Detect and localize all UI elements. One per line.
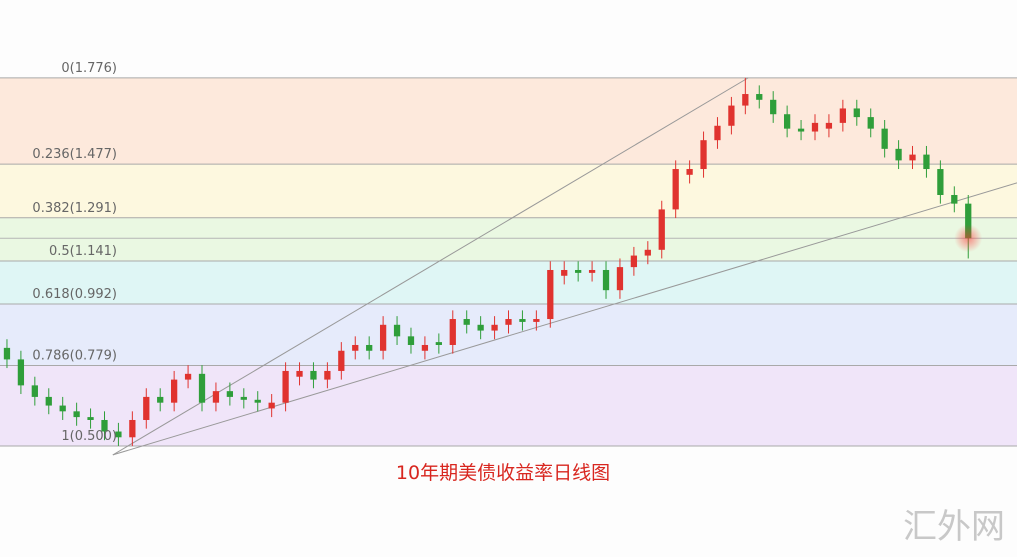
candle-body <box>700 140 707 170</box>
candle-body <box>519 319 526 322</box>
candle-body <box>965 203 972 239</box>
candle-body <box>226 391 234 397</box>
candle-body <box>783 114 791 129</box>
y-tick-label: 0.5(1.141) <box>49 244 117 259</box>
candle-body <box>115 431 122 438</box>
candles <box>3 77 983 446</box>
candle-body <box>811 122 819 132</box>
chart-title: 10年期美债收益率日线图 <box>396 462 610 484</box>
fib-lines <box>0 77 1017 447</box>
candle-body <box>129 419 136 438</box>
candle-body <box>352 344 359 351</box>
y-tick-label: 0(1.776) <box>61 61 117 76</box>
candle-body <box>770 99 777 115</box>
candle-body <box>505 319 512 325</box>
candle-body <box>923 154 930 170</box>
candle-body <box>87 417 94 420</box>
candle-body <box>588 269 596 273</box>
candle-body <box>742 94 749 106</box>
candle-body <box>547 269 554 320</box>
candle-body <box>338 350 345 371</box>
candle-body <box>171 379 178 403</box>
candle-body <box>951 194 958 204</box>
candle-body <box>616 267 624 291</box>
fib-labels: 0(1.776) 0.236(1.477) 0.382(1.291) 0.5(1.14… <box>32 61 117 444</box>
y-tick-label: 1(0.500) <box>61 429 117 444</box>
fib-band <box>0 164 1017 218</box>
candle-body <box>449 319 456 345</box>
y-tick-label: 0.786(0.779) <box>32 348 117 363</box>
candle-body <box>17 359 25 386</box>
candle-body <box>324 370 331 380</box>
watermark: 汇外网 <box>903 507 1005 547</box>
y-tick-label: 0.618(0.992) <box>32 287 117 302</box>
candle-body <box>477 324 484 331</box>
candle-body <box>101 419 108 432</box>
candle-body <box>310 370 317 380</box>
candle-body <box>672 169 679 210</box>
fib-bands <box>0 77 1017 446</box>
candle-body <box>296 370 303 377</box>
y-tick-label: 0.382(1.291) <box>32 201 117 216</box>
candle-body <box>73 411 80 418</box>
candle-body <box>686 169 693 175</box>
candle-body <box>254 399 261 403</box>
fib-band <box>0 217 1017 262</box>
candle-body <box>937 169 944 195</box>
candle-body <box>853 108 860 118</box>
candle-body <box>797 128 805 132</box>
candle-body <box>728 105 735 126</box>
candle-body <box>881 128 888 149</box>
candle-body <box>714 125 721 141</box>
candle-body <box>393 324 401 337</box>
candle-body <box>407 336 415 345</box>
candle-body <box>435 342 442 345</box>
candle-body <box>421 344 429 351</box>
candle-body <box>212 391 220 403</box>
candle-body <box>268 402 275 409</box>
candle-body <box>31 385 38 397</box>
candle-body <box>198 373 206 403</box>
candle-body <box>157 396 164 403</box>
candle-body <box>143 396 150 420</box>
y-tick-label: 0.236(1.477) <box>32 147 117 162</box>
candle-body <box>184 373 192 380</box>
candle-body <box>45 396 52 406</box>
candle-body <box>575 269 582 273</box>
candle-body <box>59 405 66 412</box>
fib-band <box>0 77 1017 165</box>
candle-body <box>463 319 470 325</box>
candle-body <box>867 117 874 129</box>
candle-body <box>366 344 373 351</box>
candle-body <box>379 324 387 351</box>
candle-body <box>825 122 833 129</box>
candle-body <box>533 319 540 322</box>
candle-body <box>602 269 610 291</box>
candle-body <box>895 148 902 161</box>
candle-body <box>282 370 289 403</box>
fib-band <box>0 261 1017 305</box>
fib-band <box>0 365 1017 446</box>
candle-body <box>644 249 651 256</box>
candle-body <box>240 396 247 400</box>
candle-body <box>839 108 846 123</box>
candle-body <box>756 94 763 100</box>
candle-body <box>909 154 916 161</box>
candle-body <box>658 209 665 250</box>
candle-body <box>630 255 638 268</box>
candle-body <box>491 324 498 331</box>
trendline <box>112 182 1017 456</box>
candle-body <box>3 347 11 360</box>
last-price-glow <box>954 224 983 253</box>
candle-body <box>561 269 568 276</box>
